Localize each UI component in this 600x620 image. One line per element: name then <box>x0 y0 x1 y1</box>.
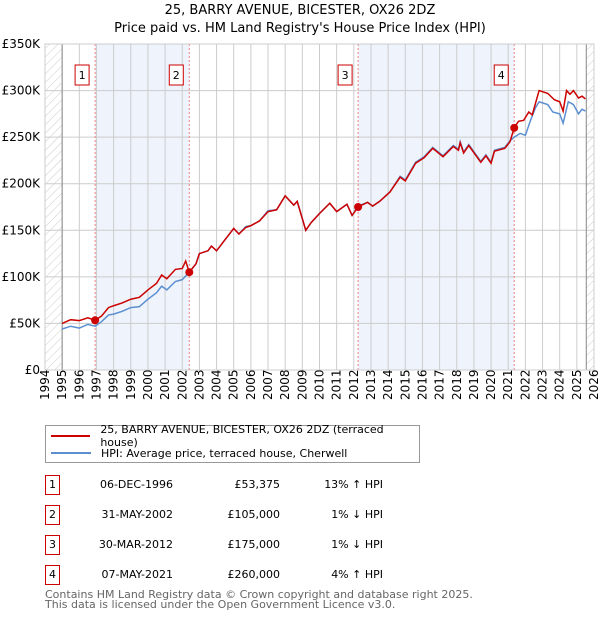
y-tick-label: £200K <box>2 177 42 191</box>
y-tick-label: £150K <box>2 223 42 237</box>
sale-row: 2 31-MAY-2002 £105,000 1% ↓ HPI <box>45 505 445 525</box>
x-tick-label: 2000 <box>141 369 155 400</box>
footer-line-1: Contains HM Land Registry data © Crown c… <box>45 588 473 601</box>
sale-date: 31-MAY-2002 <box>101 508 173 521</box>
legend-item-property: 25, BARRY AVENUE, BICESTER, OX26 2DZ (te… <box>46 423 419 449</box>
x-tick-label: 2021 <box>501 369 515 400</box>
sale-price: £53,375 <box>234 478 281 491</box>
sale-row: 3 30-MAR-2012 £175,000 1% ↓ HPI <box>45 535 445 555</box>
x-tick-label: 2026 <box>587 369 600 400</box>
chart-subtitle: Price paid vs. HM Land Registry's House … <box>114 21 486 36</box>
legend-swatch <box>51 435 91 437</box>
y-tick-label: £0 <box>25 363 40 377</box>
sale-row: 4 07-MAY-2021 £260,000 4% ↑ HPI <box>45 565 445 585</box>
sale-hpi-diff: 1% ↓ HPI <box>331 508 383 521</box>
sale-date: 30-MAR-2012 <box>98 538 173 551</box>
property-line <box>61 88 586 325</box>
sale-date: 07-MAY-2021 <box>101 568 173 581</box>
x-tick-label: 2024 <box>553 369 567 400</box>
x-tick-label: 2014 <box>381 369 395 400</box>
sale-marker-box: 3 <box>45 535 60 555</box>
x-tick-label: 2008 <box>278 369 292 400</box>
x-tick-label: 2010 <box>313 369 327 400</box>
sale-marker-box: 2 <box>45 505 60 525</box>
x-tick-label: 1998 <box>107 369 121 400</box>
sale-marker-box: 1 <box>45 475 60 495</box>
x-tick-label: 2017 <box>433 369 447 400</box>
sale-label: 4 <box>498 69 505 82</box>
shaded-band <box>95 44 190 370</box>
legend-item-hpi: HPI: Average price, terraced house, Cher… <box>46 445 347 461</box>
price-chart: 1994 1995 1996 1997 1998 1999 2000 2001 2002 2003… <box>2 37 600 400</box>
x-tick-label: 2001 <box>158 369 172 400</box>
sale-label: 1 <box>79 69 86 82</box>
sale-price: £260,000 <box>227 568 281 581</box>
hatched-region <box>45 44 63 370</box>
plot-border <box>44 43 595 371</box>
x-tick-label: 2002 <box>175 369 189 400</box>
y-tick-label: £50K <box>9 316 41 330</box>
x-tick-label: 2011 <box>330 369 344 400</box>
sale-price: £105,000 <box>227 508 281 521</box>
sale-label: 3 <box>342 69 349 82</box>
x-tick-label: 2018 <box>450 369 464 400</box>
sale-row: 1 06-DEC-1996 £53,375 13% ↑ HPI <box>45 475 445 495</box>
sale-hpi-diff: 1% ↓ HPI <box>331 538 383 551</box>
x-tick-label: 1996 <box>72 369 86 400</box>
sale-point <box>91 316 100 325</box>
sale-point <box>510 123 519 132</box>
sale-hpi-diff: 13% ↑ HPI <box>324 478 383 491</box>
x-tick-label: 2006 <box>244 369 258 400</box>
y-tick-label: £250K <box>2 130 42 144</box>
x-tick-label: 2003 <box>192 369 206 400</box>
sale-date: 06-DEC-1996 <box>99 478 173 491</box>
x-tick-label: 2012 <box>347 369 361 400</box>
x-tick-label: 2023 <box>536 369 550 400</box>
y-tick-label: £100K <box>2 270 42 284</box>
x-tick-label: 2015 <box>398 369 412 400</box>
x-tick-label: 2016 <box>415 369 429 400</box>
sale-label-box <box>493 64 509 86</box>
sale-hpi-diff: 4% ↑ HPI <box>331 568 383 581</box>
sale-label-box <box>74 64 90 86</box>
sale-point <box>354 203 363 211</box>
x-tick-label: 2025 <box>570 369 584 400</box>
legend-swatch <box>51 452 91 454</box>
hatched-region <box>586 44 594 370</box>
x-tick-label: 2020 <box>484 369 498 400</box>
legend-label: HPI: Average price, terraced house, Cher… <box>101 446 348 460</box>
x-tick-label: 1995 <box>55 369 69 400</box>
y-tick-label: £350K <box>2 37 42 51</box>
sale-marker-box: 4 <box>45 565 60 585</box>
sale-label-box <box>168 64 184 86</box>
x-tick-label: 2013 <box>364 369 378 400</box>
x-tick-label: 2007 <box>261 369 275 400</box>
sale-price: £175,000 <box>227 538 281 551</box>
sale-label: 2 <box>173 69 180 82</box>
x-tick-label: 2019 <box>467 369 481 400</box>
x-tick-label: 2022 <box>518 369 532 400</box>
x-tick-label: 2009 <box>295 369 309 400</box>
sale-label-box <box>337 64 353 86</box>
legend: 25, BARRY AVENUE, BICESTER, OX26 2DZ (te… <box>45 423 420 463</box>
footer-line-2: This data is licensed under the Open Gov… <box>45 598 396 611</box>
x-tick-label: 2005 <box>227 369 241 400</box>
legend-label: 25, BARRY AVENUE, BICESTER, OX26 2DZ (te… <box>100 423 384 449</box>
x-tick-label: 1994 <box>38 369 52 400</box>
x-tick-label: 1997 <box>89 369 103 400</box>
chart-title: 25, BARRY AVENUE, BICESTER, OX26 2DZ <box>164 3 436 18</box>
x-tick-label: 2004 <box>210 369 224 400</box>
shaded-band <box>358 44 515 370</box>
y-tick-label: £300K <box>2 84 42 98</box>
x-tick-label: 1999 <box>124 369 138 400</box>
sale-point <box>185 268 194 277</box>
